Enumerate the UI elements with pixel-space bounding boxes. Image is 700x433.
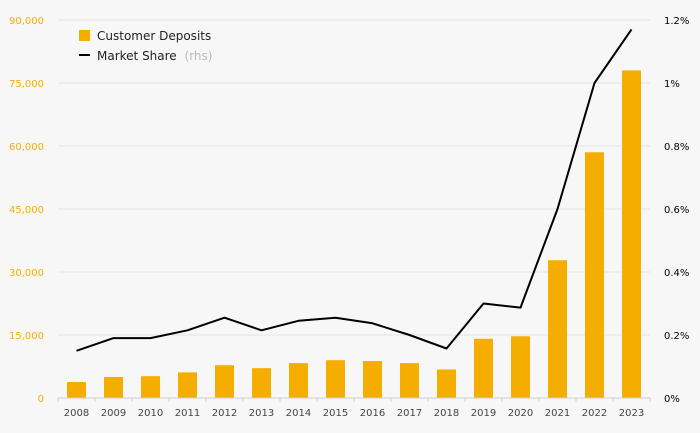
x-tick-label-2022: 2022 (582, 408, 607, 419)
legend-label-customer-deposits: Customer Deposits (97, 29, 211, 43)
left-tick-label-45-000: 45,000 (9, 205, 44, 216)
left-axis: 0 15,000 30,000 45,000 60,000 75,000 90,000 (9, 16, 44, 405)
bar-2017 (400, 363, 419, 398)
right-tick-label-0-4: 0.4% (664, 268, 689, 279)
legend: Customer Deposits Market Share (rhs) (79, 29, 212, 63)
x-tick-label-2008: 2008 (64, 408, 89, 419)
line-series (76, 28, 633, 352)
legend-label-market-share-text: Market Share (97, 49, 177, 63)
x-tick-label-2019: 2019 (471, 408, 496, 419)
market-share-line (76, 28, 633, 352)
bar-2019 (474, 338, 493, 398)
x-tick-label-2016: 2016 (360, 408, 385, 419)
bar-2022 (585, 152, 604, 398)
bar-2013 (252, 368, 271, 398)
bar-2009 (104, 377, 123, 398)
x-tick-label-2013: 2013 (249, 408, 274, 419)
left-tick-label-90-000: 90,000 (9, 16, 44, 27)
bar-2008 (67, 382, 86, 398)
left-tick-label-0: 0 (38, 394, 44, 405)
left-tick-label-30-000: 30,000 (9, 268, 44, 279)
legend-label-market-share: Market Share (rhs) (97, 49, 212, 63)
left-tick-label-15-000: 15,000 (9, 331, 44, 342)
x-tick-label-2017: 2017 (397, 408, 422, 419)
right-tick-label-0-8: 0.8% (664, 142, 689, 153)
x-tick-label-2020: 2020 (508, 408, 533, 419)
right-axis: 0% 0.2% 0.4% 0.6% 0.8% 1% 1.2% (664, 16, 689, 405)
x-axis: 2008 2009 2010 2011 2012 2013 2014 2015 2016 2017… (57, 397, 651, 419)
x-tick-label-2021: 2021 (545, 408, 570, 419)
x-tick-label-2015: 2015 (323, 408, 348, 419)
right-tick-label-0-6: 0.6% (664, 205, 689, 216)
x-tick-label-2010: 2010 (138, 408, 163, 419)
x-tick-label-2012: 2012 (212, 408, 237, 419)
bar-series (67, 70, 641, 399)
bar-2012 (215, 365, 234, 398)
x-tick-label-2009: 2009 (101, 408, 126, 419)
legend-label-market-share-suffix: (rhs) (185, 49, 213, 63)
bar-2016 (363, 361, 382, 398)
left-tick-label-75-000: 75,000 (9, 79, 44, 90)
bar-2014 (289, 363, 308, 398)
bar-2020 (511, 336, 530, 398)
bar-2010 (141, 376, 160, 398)
x-tick-label-2014: 2014 (286, 408, 311, 419)
x-tick-label-2023: 2023 (619, 408, 644, 419)
right-tick-label-1-2: 1.2% (664, 16, 689, 27)
right-tick-label-0-2: 0.2% (664, 331, 689, 342)
bar-2023 (622, 70, 641, 399)
x-tick-label-2018: 2018 (434, 408, 459, 419)
bar-2011 (178, 372, 197, 398)
bar-2021 (548, 260, 567, 398)
legend-swatch-customer-deposits (79, 30, 90, 41)
bar-2015 (326, 360, 345, 398)
bar-2018 (437, 369, 456, 398)
x-tick-label-2011: 2011 (175, 408, 200, 419)
right-tick-label-0: 0% (664, 394, 680, 405)
left-tick-label-60-000: 60,000 (9, 142, 44, 153)
right-tick-label-1: 1% (664, 79, 680, 90)
